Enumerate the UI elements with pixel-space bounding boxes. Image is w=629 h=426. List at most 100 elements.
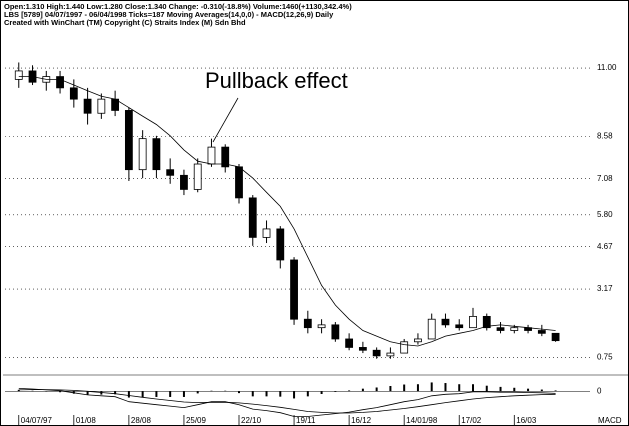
x-tick-label: 14/01/98 xyxy=(406,416,438,425)
candle-body xyxy=(469,315,477,329)
candle-body xyxy=(56,76,64,89)
y-tick-label: 5.80 xyxy=(597,210,613,219)
candle-body xyxy=(331,324,340,340)
macd-histogram xyxy=(320,391,323,394)
signal-line xyxy=(18,389,556,414)
candle-body xyxy=(193,163,202,190)
candle-body xyxy=(537,330,546,334)
macd-histogram xyxy=(59,391,62,393)
macd-histogram xyxy=(141,391,144,398)
macd-histogram xyxy=(348,390,351,392)
y-tick-label: 4.67 xyxy=(597,242,613,251)
candle-body xyxy=(317,324,326,329)
candle-body xyxy=(345,338,354,348)
candle-body xyxy=(427,318,436,340)
header-line: LBS [5789] 04/07/1997 - 06/04/1998 Ticks… xyxy=(4,10,334,19)
candle-body xyxy=(14,70,23,80)
candle-body xyxy=(276,228,285,261)
candle-body xyxy=(124,110,133,171)
macd-histogram xyxy=(389,386,392,392)
macd-histogram xyxy=(196,391,199,394)
macd-histogram xyxy=(334,391,337,392)
candle-body xyxy=(290,259,298,320)
macd-histogram xyxy=(306,391,309,397)
macd-histogram xyxy=(251,391,254,397)
annotation: Pullback effect xyxy=(205,68,348,93)
y-tick-label: 8.58 xyxy=(597,131,613,140)
candle-body xyxy=(221,146,230,168)
macd-histogram xyxy=(182,391,185,397)
candle-body xyxy=(235,166,243,199)
macd-histogram xyxy=(31,390,34,392)
macd-histogram xyxy=(430,382,433,392)
y-tick-label: 0 xyxy=(597,386,602,395)
candle-body xyxy=(400,341,409,354)
macd-histogram xyxy=(527,388,530,392)
macd-histogram xyxy=(416,384,419,392)
macd-histogram xyxy=(114,391,117,395)
x-tick-label: 22/10 xyxy=(241,416,262,425)
candle-body xyxy=(551,332,560,342)
candle-body xyxy=(372,349,381,357)
candle-body xyxy=(303,318,312,329)
macd-histogram xyxy=(361,388,364,392)
candle-body xyxy=(207,146,216,165)
candle-body xyxy=(180,174,188,190)
macd-histogram xyxy=(265,391,268,397)
macd-histogram xyxy=(86,391,89,395)
x-tick-label: 25/09 xyxy=(186,416,207,425)
y-tick-label: 7.08 xyxy=(597,174,613,183)
x-tick-label: 01/08 xyxy=(76,416,97,425)
candle-body xyxy=(482,315,491,329)
macd-histogram xyxy=(458,384,461,392)
macd-histogram xyxy=(17,389,20,392)
macd-histogram xyxy=(540,389,543,392)
candle-body xyxy=(386,352,395,357)
macd-histogram xyxy=(224,390,227,392)
candle-body xyxy=(97,98,106,114)
header-line: Created with WinChart (TM) Copyright (C)… xyxy=(4,18,246,27)
macd-histogram xyxy=(155,391,158,397)
macd-histogram xyxy=(499,386,502,392)
macd-histogram xyxy=(127,391,130,398)
annotation-arrow xyxy=(212,97,239,143)
candle-body xyxy=(83,98,92,114)
x-tick-label: 28/08 xyxy=(131,416,152,425)
x-tick-label: 04/07/97 xyxy=(21,416,53,425)
macd-histogram xyxy=(238,391,240,394)
macd-histogram xyxy=(485,385,488,392)
candle-body xyxy=(455,324,464,329)
macd-histogram xyxy=(375,387,378,392)
candle-body xyxy=(441,318,450,326)
candle-body xyxy=(496,327,505,331)
macd-histogram xyxy=(403,384,406,392)
candle-body xyxy=(138,138,147,171)
panel-label: MACD xyxy=(598,416,622,425)
candle-body xyxy=(166,169,175,176)
x-tick-label: 16/12 xyxy=(351,416,372,425)
macd-histogram xyxy=(210,390,213,392)
macd-histogram xyxy=(293,391,296,399)
macd-histogram xyxy=(279,391,282,397)
x-tick-label: 16/03 xyxy=(516,416,537,425)
macd-histogram xyxy=(472,384,474,392)
candle-body xyxy=(152,138,161,171)
x-tick-label: 17/02 xyxy=(461,416,482,425)
macd-histogram xyxy=(554,390,557,392)
candle-body xyxy=(69,87,78,100)
macd-histogram xyxy=(100,391,103,395)
macd-histogram xyxy=(513,387,516,392)
candle-body xyxy=(510,327,519,331)
x-tick-label: 19/11 xyxy=(296,416,316,425)
candle-body xyxy=(248,197,257,238)
header-line: Open:1.310 High:1.440 Low:1.280 Close:1.… xyxy=(4,2,352,11)
y-tick-label: 0.75 xyxy=(597,352,613,361)
candle-body xyxy=(414,338,422,343)
macd-histogram xyxy=(169,391,172,397)
macd-histogram xyxy=(444,383,447,392)
candle-body xyxy=(262,228,271,238)
moving-average xyxy=(18,76,556,347)
candle-body xyxy=(358,347,367,351)
